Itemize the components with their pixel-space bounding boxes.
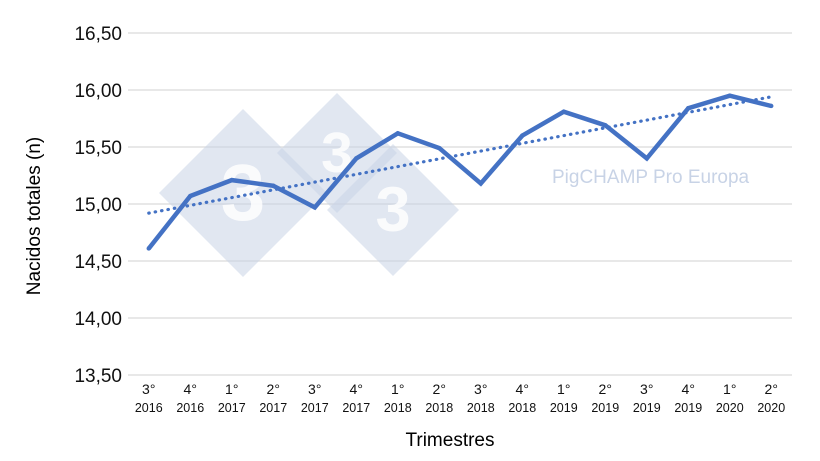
x-tick-quarter: 1° (391, 381, 404, 397)
data-point (727, 93, 732, 98)
x-tick-year: 2019 (550, 401, 578, 415)
x-tick-year: 2018 (425, 401, 453, 415)
data-point (561, 109, 566, 114)
x-tick-year: 2018 (467, 401, 495, 415)
x-tick-quarter: 1° (723, 381, 736, 397)
x-tick-year: 2017 (301, 401, 329, 415)
y-axis-ticks: 13,50 14,00 14,50 15,00 15,50 16,00 16,50 (74, 24, 122, 387)
x-tick-year: 2019 (633, 401, 661, 415)
y-axis-label: Nacidos totales (n) (24, 137, 45, 295)
y-tick-label: 15,00 (74, 195, 122, 216)
x-axis-ticks: 3° 2016 4° 2016 1° 2017 2° 2017 3° 2017 4° 2017 1° 20… (135, 381, 785, 415)
x-tick-year: 2020 (757, 401, 785, 415)
y-tick-label: 16,00 (74, 81, 122, 102)
x-tick-quarter: 1° (225, 381, 238, 397)
trendline (147, 95, 773, 215)
data-point (146, 246, 151, 251)
data-point (354, 156, 359, 161)
x-tick-quarter: 1° (557, 381, 570, 397)
watermark: 3 33 PigCHAMP Pro Europa (159, 93, 750, 277)
data-point (271, 183, 276, 188)
watermark-text: PigCHAMP Pro Europa (552, 167, 750, 188)
watermark-logo: 3 33 (159, 93, 459, 277)
data-point (769, 103, 774, 109)
watermark-digit: 3 (375, 175, 410, 245)
data-point (603, 123, 608, 128)
y-tick-label: 14,50 (74, 252, 122, 273)
series-layer (146, 93, 774, 251)
data-point (520, 133, 525, 138)
data-point (644, 156, 649, 161)
data-point (478, 181, 483, 186)
x-tick-quarter: 4° (516, 381, 529, 397)
x-tick-year: 2018 (384, 401, 412, 415)
x-tick-quarter: 4° (682, 381, 695, 397)
watermark-diamond (327, 144, 459, 276)
y-tick-label: 14,00 (74, 309, 122, 330)
y-tick-label: 15,50 (74, 138, 122, 159)
data-point (437, 145, 442, 151)
x-tick-quarter: 4° (350, 381, 363, 397)
data-point (229, 177, 234, 183)
data-point (686, 106, 691, 111)
x-tick-year: 2017 (342, 401, 370, 415)
y-tick-label: 13,50 (74, 366, 122, 387)
x-tick-year: 2019 (674, 401, 702, 415)
x-tick-quarter: 2° (267, 381, 280, 397)
x-tick-year: 2018 (508, 401, 536, 415)
x-tick-quarter: 2° (599, 381, 612, 397)
x-tick-quarter: 3° (142, 381, 155, 397)
x-tick-quarter: 2° (433, 381, 446, 397)
x-tick-quarter: 4° (184, 381, 197, 397)
x-tick-year: 2016 (176, 401, 204, 415)
data-point (395, 131, 400, 136)
data-point (312, 205, 317, 210)
x-axis-label: Trimestres (405, 430, 494, 451)
data-point (188, 193, 193, 199)
x-tick-year: 2017 (259, 401, 287, 415)
series-line (147, 93, 772, 250)
x-tick-year: 2020 (716, 401, 744, 415)
x-tick-year: 2017 (218, 401, 246, 415)
y-tick-label: 16,50 (74, 24, 122, 45)
x-tick-quarter: 2° (765, 381, 778, 397)
x-tick-year: 2019 (591, 401, 619, 415)
x-tick-quarter: 3° (640, 381, 653, 397)
x-tick-quarter: 3° (308, 381, 321, 397)
x-tick-quarter: 3° (474, 381, 487, 397)
x-tick-year: 2016 (135, 401, 163, 415)
